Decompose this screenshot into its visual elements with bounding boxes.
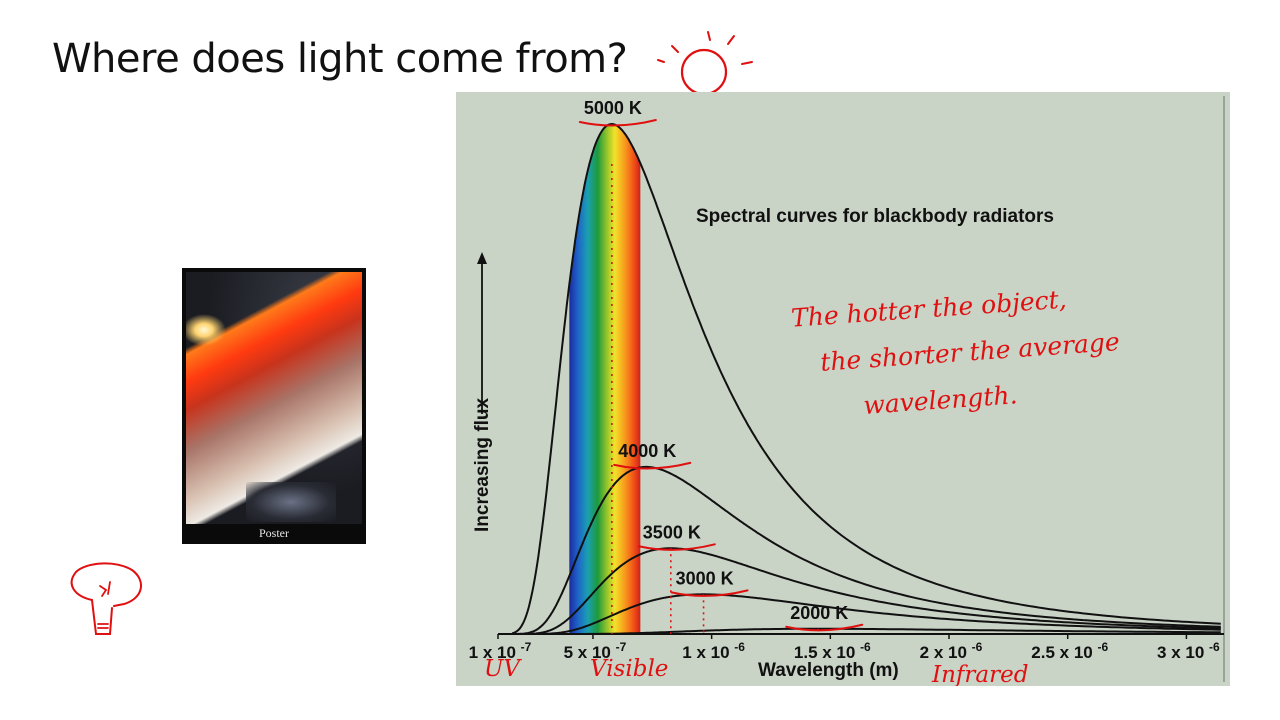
underline-2000k [785,623,864,632]
photo-image [186,272,362,524]
x-tick-label-5: 2.5 x 10 -6 [1031,640,1108,662]
y-axis-label-group: Increasing flux [472,252,493,532]
underline-5000k [578,119,657,127]
curve-label-4000k: 4000 K [618,441,676,461]
curve-3500k [512,547,1221,635]
x-tick-label-3: 1.5 x 10 -6 [794,640,871,662]
curve-4000k [512,465,1221,635]
slide-title: Where does light come from? [52,36,628,82]
x-tick-label-1: 5 x 10 -7 [564,640,627,662]
y-axis-label: Increasing flux [472,397,493,532]
uv-label: UV [484,656,522,682]
infrared-label: Infrared [931,662,1028,686]
x-tick-label-0: 1 x 10 -7 [469,640,532,662]
x-tick-label-2: 1 x 10 -6 [682,640,745,662]
curve-label-3500k: 3500 K [643,522,701,542]
visible-label: Visible [590,656,668,682]
curve-label-2000k: 2000 K [790,603,848,623]
underline-4000k [613,461,692,470]
y-axis-arrowhead [477,252,487,264]
photo-caption: Poster [259,526,289,540]
x-axis-label: Wavelength (m) [758,660,899,681]
x-tick-label-6: 3 x 10 -6 [1157,640,1220,662]
curve-5000k [511,122,1221,635]
curve-label-3000k: 3000 K [676,568,734,588]
blackbody-chart: 5000 K 4000 K 3500 K 3000 K 2000 K 1 x 10 -7… [456,92,1230,686]
lightbulb-icon [70,562,142,635]
x-tick-label-4: 2 x 10 -6 [920,640,983,662]
chart-title: Spectral curves for blackbody radiators [696,206,1054,227]
curve-3000k [512,593,1221,635]
curve-label-5000k: 5000 K [584,98,642,118]
underline-3000k [670,589,749,597]
underline-3500k [637,543,716,551]
glowing-object-photo: Poster [182,268,366,544]
